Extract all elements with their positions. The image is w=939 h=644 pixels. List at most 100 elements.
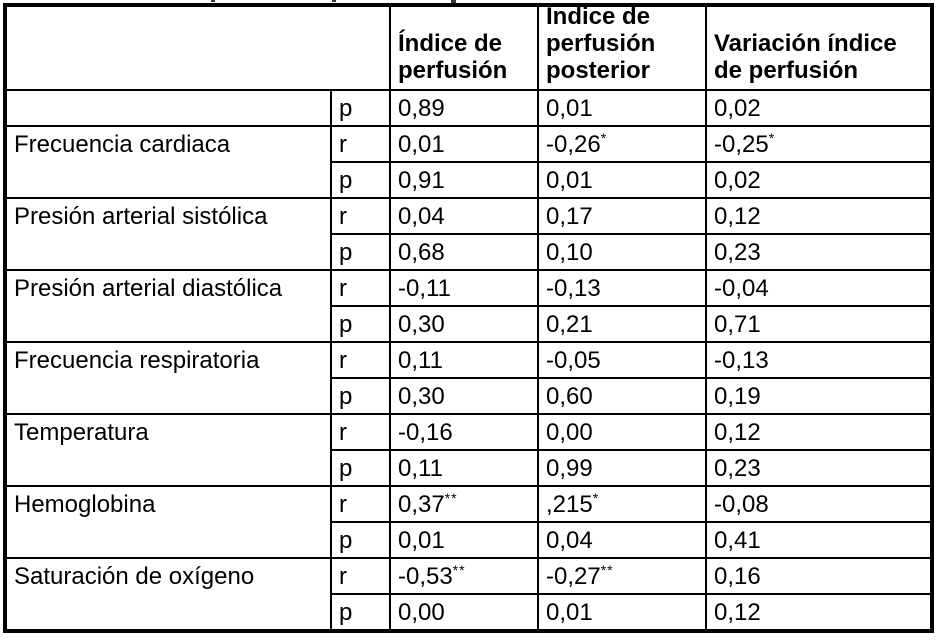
value-cell: 0,41 [705,521,930,557]
value-number: 0,01 [546,167,593,194]
significance-asterisk: ** [600,562,614,578]
stat-symbol-cell: r [330,413,389,449]
stat-symbol-cell: p [330,593,389,629]
value-cell: 0,12 [705,413,930,449]
value-number: -0,53 [398,563,453,590]
significance-asterisk: * [592,490,600,506]
value-cell: 0,12 [705,593,930,629]
cropped-text-remnant [332,0,336,2]
significance-asterisk: * [600,130,608,146]
stat-symbol-cell: p [330,233,389,269]
value-cell: -0,04 [705,269,930,305]
value-number: 0,89 [398,95,445,122]
header-cell-indice-de-perfusion-posterior: Índice de perfusión posterior [537,7,705,89]
value-number: 0,11 [398,347,443,374]
value-number: -0,11 [398,275,451,302]
value-cell: 0,12 [705,197,930,233]
value-number: 0,12 [714,599,761,626]
value-number: -0,13 [546,275,601,302]
variable-label-cell: Hemoglobina [7,485,330,557]
value-cell: -0,13 [537,269,705,305]
value-cell: 0,01 [537,593,705,629]
value-number: 0,17 [546,203,593,230]
value-cell: 0,00 [389,593,537,629]
correlation-table: Índice de perfusión Índice de perfusión … [3,3,934,633]
variable-label-cell [7,89,330,125]
value-number: -0,25 [714,131,769,158]
value-number: 0,19 [714,383,761,410]
value-number: 0,16 [714,563,761,590]
variable-label-cell: Saturación de oxígeno [7,557,330,629]
header-cell-variacion-indice-de-perfusion: Variación índice de perfusión [705,7,930,89]
value-number: 0,12 [714,419,761,446]
value-cell: 0,30 [389,305,537,341]
variable-label-cell: Presión arterial diastólica [7,269,330,341]
value-cell: 0,04 [389,197,537,233]
value-number: 0,30 [398,311,445,338]
value-cell: 0,02 [705,161,930,197]
value-number: 0,41 [714,527,761,554]
value-number: 0,21 [546,311,593,338]
value-cell: -0,05 [537,341,705,377]
value-number: -0,26 [546,131,601,158]
value-cell: 0,23 [705,449,930,485]
value-cell: 0,01 [389,521,537,557]
value-number: -0,05 [546,347,601,374]
value-number: 0,99 [546,455,593,482]
value-cell: 0,30 [389,377,537,413]
value-number: 0,30 [398,383,445,410]
value-number: -0,04 [714,275,769,302]
stat-symbol-cell: r [330,197,389,233]
header-cell-empty [7,7,389,89]
value-number: ,215 [546,491,593,518]
value-cell: -0,08 [705,485,930,521]
value-number: 0,11 [398,455,443,482]
value-cell: -0,13 [705,341,930,377]
stat-symbol-cell: p [330,305,389,341]
value-cell: 0,19 [705,377,930,413]
value-cell: 0,02 [705,89,930,125]
value-number: 0,00 [546,419,593,446]
value-cell: -0,25* [705,125,930,161]
value-number: 0,23 [714,455,761,482]
cropped-text-remnant [211,0,215,2]
value-number: 0,01 [546,599,593,626]
stat-symbol-cell: p [330,521,389,557]
significance-asterisk: ** [452,562,466,578]
value-cell: 0,89 [389,89,537,125]
variable-label-cell: Frecuencia respiratoria [7,341,330,413]
variable-label-cell: Frecuencia cardiaca [7,125,330,197]
value-cell: 0,37** [389,485,537,521]
value-number: 0,37 [398,491,445,518]
significance-asterisk: ** [444,490,458,506]
value-cell: -0,53** [389,557,537,593]
value-number: 0,04 [546,527,593,554]
value-cell: 0,68 [389,233,537,269]
value-cell: 0,91 [389,161,537,197]
value-cell: 0,01 [537,89,705,125]
value-number: 0,71 [714,311,761,338]
value-cell: 0,00 [537,413,705,449]
value-cell: 0,99 [537,449,705,485]
value-number: 0,12 [714,203,761,230]
value-cell: 0,71 [705,305,930,341]
value-cell: 0,17 [537,197,705,233]
value-number: 0,60 [546,383,593,410]
value-number: 0,00 [398,599,445,626]
significance-asterisk: * [768,130,776,146]
value-number: 0,23 [714,239,761,266]
value-number: -0,08 [714,491,769,518]
value-cell: 0,16 [705,557,930,593]
value-number: -0,27 [546,563,601,590]
header-cell-indice-de-perfusion: Índice de perfusión [389,7,537,89]
value-number: 0,10 [546,239,593,266]
value-cell: 0,01 [537,161,705,197]
value-number: -0,16 [398,419,453,446]
value-cell: 0,11 [389,341,537,377]
stat-symbol-cell: r [330,269,389,305]
value-cell: 0,04 [537,521,705,557]
value-number: 0,04 [398,203,445,230]
value-cell: 0,60 [537,377,705,413]
value-number: 0,01 [398,527,445,554]
